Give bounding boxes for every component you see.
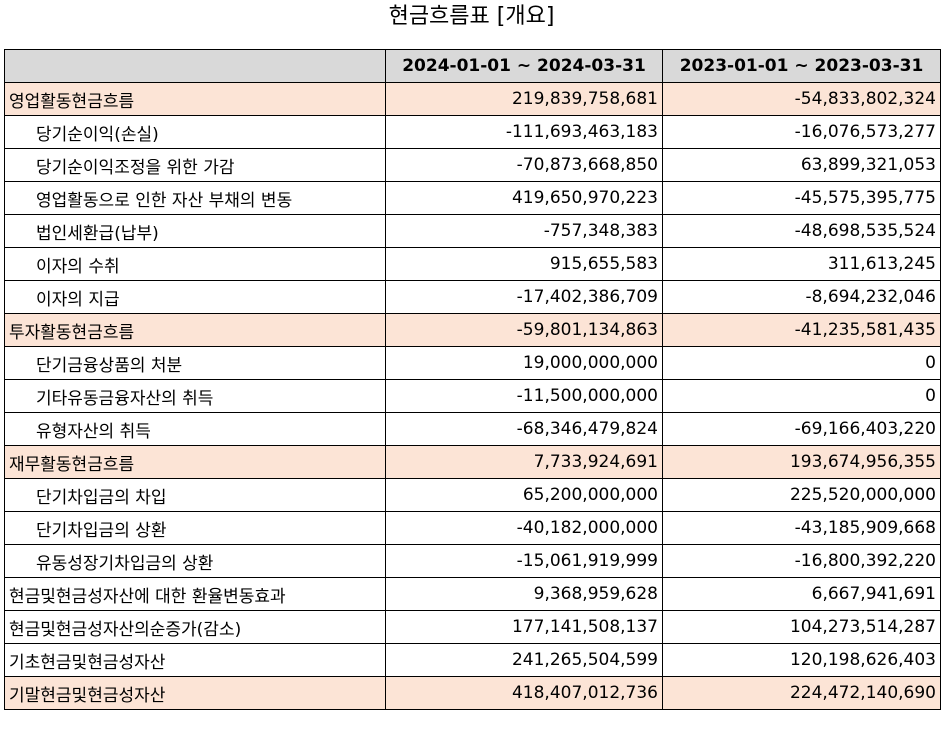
value-2023: 0	[662, 346, 941, 380]
value-2023: 6,667,941,691	[662, 577, 941, 611]
value-2023: -43,185,909,668	[662, 511, 941, 545]
value-2023: -54,833,802,324	[662, 82, 941, 116]
row-label: 재무활동현금흐름	[4, 445, 386, 479]
row-label: 단기차입금의 차입	[4, 478, 386, 512]
table-row: 기타유동금융자산의 취득 -11,500,000,000 0	[4, 379, 941, 413]
value-2024: 7,733,924,691	[385, 445, 663, 479]
table-body: 영업활동현금흐름 219,839,758,681 -54,833,802,324 당기…	[4, 82, 941, 710]
header-period-2024: 2024-01-01 ~ 2024-03-31	[385, 49, 663, 83]
value-2023: 311,613,245	[662, 247, 941, 281]
table-row: 유동성장기차입금의 상환 -15,061,919,999 -16,800,392,2…	[4, 544, 941, 578]
row-label: 투자활동현금흐름	[4, 313, 386, 347]
value-2023: -16,076,573,277	[662, 115, 941, 149]
header-label-column	[4, 49, 386, 83]
table-row: 당기순이익조정을 위한 가감 -70,873,668,850 63,899,321,…	[4, 148, 941, 182]
value-2023: 224,472,140,690	[662, 676, 941, 710]
value-2023: -69,166,403,220	[662, 412, 941, 446]
row-label: 유동성장기차입금의 상환	[4, 544, 386, 578]
value-2024: -111,693,463,183	[385, 115, 663, 149]
value-2024: -70,873,668,850	[385, 148, 663, 182]
value-2024: 19,000,000,000	[385, 346, 663, 380]
row-label: 유형자산의 취득	[4, 412, 386, 446]
value-2024: 219,839,758,681	[385, 82, 663, 116]
table-row: 이자의 수취 915,655,583 311,613,245	[4, 247, 941, 281]
value-2024: -68,346,479,824	[385, 412, 663, 446]
table-row: 당기순이익(손실) -111,693,463,183 -16,076,573,277	[4, 115, 941, 149]
row-label: 이자의 지급	[4, 280, 386, 314]
value-2024: 241,265,504,599	[385, 643, 663, 677]
row-label: 당기순이익(손실)	[4, 115, 386, 149]
value-2023: 104,273,514,287	[662, 610, 941, 644]
value-2024: -40,182,000,000	[385, 511, 663, 545]
value-2023: 193,674,956,355	[662, 445, 941, 479]
value-2024: -17,402,386,709	[385, 280, 663, 314]
table-row: 재무활동현금흐름 7,733,924,691 193,674,956,355	[4, 445, 941, 479]
table-row: 기말현금및현금성자산 418,407,012,736 224,472,140,690	[4, 676, 941, 710]
row-label: 기말현금및현금성자산	[4, 676, 386, 710]
value-2023: -48,698,535,524	[662, 214, 941, 248]
value-2024: 418,407,012,736	[385, 676, 663, 710]
row-label: 현금및현금성자산의순증가(감소)	[4, 610, 386, 644]
table-row: 영업활동으로 인한 자산 부채의 변동 419,650,970,223 -45,57…	[4, 181, 941, 215]
value-2024: 9,368,959,628	[385, 577, 663, 611]
table-row: 법인세환급(납부) -757,348,383 -48,698,535,524	[4, 214, 941, 248]
page-title: 현금흐름표 [개요]	[388, 4, 555, 29]
table-row: 단기차입금의 상환 -40,182,000,000 -43,185,909,668	[4, 511, 941, 545]
row-label: 현금및현금성자산에 대한 환율변동효과	[4, 577, 386, 611]
row-label: 영업활동현금흐름	[4, 82, 386, 116]
value-2023: -41,235,581,435	[662, 313, 941, 347]
header-period-2023: 2023-01-01 ~ 2023-03-31	[662, 49, 941, 83]
table-row: 기초현금및현금성자산 241,265,504,599 120,198,626,403	[4, 643, 941, 677]
value-2024: -757,348,383	[385, 214, 663, 248]
value-2023: 225,520,000,000	[662, 478, 941, 512]
row-label: 법인세환급(납부)	[4, 214, 386, 248]
value-2023: -8,694,232,046	[662, 280, 941, 314]
value-2024: 419,650,970,223	[385, 181, 663, 215]
table-row: 단기금융상품의 처분 19,000,000,000 0	[4, 346, 941, 380]
table-header-row: 2024-01-01 ~ 2024-03-31 2023-01-01 ~ 202…	[4, 49, 941, 83]
value-2023: 63,899,321,053	[662, 148, 941, 182]
row-label: 단기금융상품의 처분	[4, 346, 386, 380]
row-label: 당기순이익조정을 위한 가감	[4, 148, 386, 182]
value-2024: -59,801,134,863	[385, 313, 663, 347]
table-row: 유형자산의 취득 -68,346,479,824 -69,166,403,220	[4, 412, 941, 446]
value-2023: 0	[662, 379, 941, 413]
row-label: 단기차입금의 상환	[4, 511, 386, 545]
table-row: 이자의 지급 -17,402,386,709 -8,694,232,046	[4, 280, 941, 314]
cash-flow-table: 2024-01-01 ~ 2024-03-31 2023-01-01 ~ 202…	[4, 49, 941, 710]
value-2024: -15,061,919,999	[385, 544, 663, 578]
value-2024: 65,200,000,000	[385, 478, 663, 512]
row-label: 기타유동금융자산의 취득	[4, 379, 386, 413]
row-label: 이자의 수취	[4, 247, 386, 281]
table-row: 현금및현금성자산에 대한 환율변동효과 9,368,959,628 6,667,94…	[4, 577, 941, 611]
value-2024: 915,655,583	[385, 247, 663, 281]
row-label: 영업활동으로 인한 자산 부채의 변동	[4, 181, 386, 215]
value-2024: 177,141,508,137	[385, 610, 663, 644]
table-row: 현금및현금성자산의순증가(감소) 177,141,508,137 104,273,5…	[4, 610, 941, 644]
row-label: 기초현금및현금성자산	[4, 643, 386, 677]
value-2023: -45,575,395,775	[662, 181, 941, 215]
value-2024: -11,500,000,000	[385, 379, 663, 413]
value-2023: 120,198,626,403	[662, 643, 941, 677]
value-2023: -16,800,392,220	[662, 544, 941, 578]
table-row: 영업활동현금흐름 219,839,758,681 -54,833,802,324	[4, 82, 941, 116]
table-row: 투자활동현금흐름 -59,801,134,863 -41,235,581,435	[4, 313, 941, 347]
table-row: 단기차입금의 차입 65,200,000,000 225,520,000,000	[4, 478, 941, 512]
